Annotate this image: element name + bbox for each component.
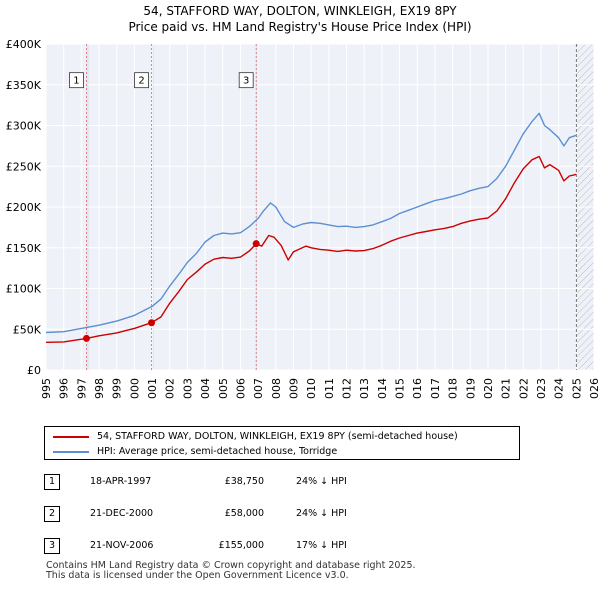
footer: Contains HM Land Registry data © Crown c… (46, 561, 416, 581)
transaction-hpi-diff: 17% ↓ HPI (296, 540, 347, 551)
x-tick-label: 2024 (553, 378, 566, 400)
x-tick-label: 2009 (287, 378, 300, 400)
transaction-marker-label: 2 (44, 506, 60, 522)
chart-subtitle: Price paid vs. HM Land Registry's House … (128, 20, 472, 34)
x-tick-label: 2021 (500, 378, 513, 400)
y-tick-label: £0 (27, 364, 41, 377)
transaction-label: 3 (243, 76, 249, 87)
legend-item-property: 54, STAFFORD WAY, DOLTON, WINKLEIGH, EX1… (53, 431, 458, 445)
transaction-marker-label: 3 (44, 538, 60, 554)
x-tick-label: 2007 (252, 378, 265, 400)
transaction-row: 3 21-NOV-2006 £155,000 17% ↓ HPI (44, 538, 444, 556)
transaction-label-box (134, 72, 149, 89)
x-tick-label: 2003 (181, 378, 194, 400)
x-tick-label: 2011 (323, 378, 336, 400)
x-tick-label: 2023 (535, 378, 548, 400)
transaction-marker-label: 1 (44, 474, 60, 490)
x-tick-label: 2012 (341, 378, 354, 400)
transaction-date: 21-DEC-2000 (90, 508, 154, 519)
y-tick-label: £100K (6, 283, 42, 296)
hpi-line (45, 112, 577, 334)
transaction-point (82, 334, 90, 342)
y-tick-label: £50K (13, 323, 42, 336)
y-tick-label: £250K (6, 160, 42, 173)
x-tick-label: 2000 (128, 378, 141, 400)
x-tick-label: 1996 (58, 378, 71, 400)
x-tick-label: 2017 (429, 378, 442, 400)
x-tick-label: 2005 (217, 378, 230, 400)
transaction-price: £58,000 (224, 508, 264, 519)
transaction-label: 1 (73, 76, 79, 87)
y-tick-label: £400K (6, 38, 42, 51)
x-tick-label: 2013 (358, 378, 371, 400)
x-tick-label: 2019 (464, 378, 477, 400)
footer-copyright: Contains HM Land Registry data © Crown c… (46, 560, 416, 571)
transaction-date: 18-APR-1997 (90, 476, 152, 487)
transaction-label: 2 (138, 76, 144, 87)
x-tick-label: 2004 (199, 378, 212, 400)
x-tick-label: 1997 (75, 378, 88, 400)
x-tick-label: 2018 (447, 378, 460, 400)
x-tick-label: 2022 (517, 378, 530, 400)
transaction-label-box (238, 72, 254, 89)
x-tick-label: 1999 (111, 378, 124, 400)
transaction-label-box (69, 72, 84, 89)
legend-item-hpi: HPI: Average price, semi-detached house,… (53, 446, 337, 460)
footer-license: This data is licensed under the Open Gov… (46, 570, 349, 581)
x-tick-label: 1995 (40, 378, 53, 400)
property-price-line (45, 155, 577, 343)
transaction-point (148, 319, 156, 327)
transaction-hpi-diff: 24% ↓ HPI (296, 476, 347, 487)
transaction-row: 2 21-DEC-2000 £58,000 24% ↓ HPI (44, 506, 444, 524)
x-tick-label: 2020 (482, 378, 495, 400)
legend-swatch-hpi (53, 450, 89, 453)
x-tick-label: 2008 (270, 378, 283, 400)
transaction-hpi-diff: 24% ↓ HPI (296, 508, 347, 519)
y-tick-label: £300K (6, 120, 42, 133)
transaction-row: 1 18-APR-1997 £38,750 24% ↓ HPI (44, 474, 444, 492)
x-tick-label: 2002 (164, 378, 177, 400)
x-tick-label: 2025 (570, 378, 583, 400)
x-tick-label: 2010 (305, 378, 318, 400)
legend-label-property: 54, STAFFORD WAY, DOLTON, WINKLEIGH, EX1… (97, 431, 458, 442)
x-tick-label: 2014 (376, 378, 389, 400)
price-chart: 1 2 3 £0 £50K £100K £150K £200K £250K £300K £350K £… (6, 38, 600, 400)
x-tick-label: 2006 (234, 378, 247, 400)
y-tick-label: £200K (6, 201, 42, 214)
legend: 54, STAFFORD WAY, DOLTON, WINKLEIGH, EX1… (44, 426, 520, 460)
transaction-point (252, 240, 260, 248)
x-tick-label: 2016 (411, 378, 424, 400)
x-tick-label: 2026 (588, 378, 600, 400)
y-tick-label: £350K (6, 79, 42, 92)
x-tick-label: 2015 (394, 378, 407, 400)
y-tick-label: £150K (6, 242, 42, 255)
legend-label-hpi: HPI: Average price, semi-detached house,… (97, 446, 338, 457)
transaction-price: £38,750 (224, 476, 264, 487)
legend-swatch-property (53, 435, 89, 438)
x-tick-label: 2001 (146, 378, 159, 400)
chart-title: 54, STAFFORD WAY, DOLTON, WINKLEIGH, EX1… (143, 4, 457, 18)
transaction-date: 21-NOV-2006 (90, 540, 154, 551)
x-tick-label: 1998 (93, 378, 106, 400)
transaction-price: £155,000 (218, 540, 264, 551)
